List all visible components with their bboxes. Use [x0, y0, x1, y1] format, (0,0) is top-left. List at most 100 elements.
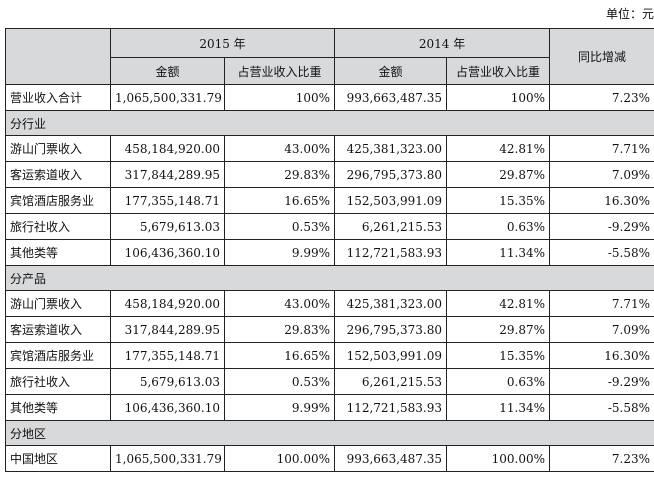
amount-2015-cell: 458,184,920.00 [110, 135, 225, 162]
total-row: 营业收入合计 1,065,500,331.79 100% 993,663,487… [5, 84, 654, 111]
share-2014-cell: 100.00% [446, 445, 551, 472]
table-row: 旅行社收入 5,679,613.03 0.53% 6,261,215.53 0.63% -… [5, 368, 654, 395]
row-label: 旅行社收入 [5, 213, 111, 240]
amount-2014-cell: 112,721,583.93 [334, 394, 448, 421]
total-amount-2014: 993,663,487.35 [334, 84, 448, 111]
table-row: 游山门票收入 458,184,920.00 43.00% 425,381,323.00… [5, 290, 654, 317]
share-2015-cell: 9.99% [223, 239, 336, 266]
header-share-2014: 占营业收入比重 [446, 57, 551, 85]
row-label: 中国地区 [5, 445, 111, 472]
section-title: 分产品 [4, 265, 654, 291]
amount-2015-cell: 317,844,289.95 [110, 316, 225, 343]
share-2015-cell: 16.65% [223, 342, 336, 369]
amount-2015-cell: 5,679,613.03 [110, 368, 225, 395]
share-2014-cell: 42.81% [446, 135, 551, 162]
row-label: 游山门票收入 [5, 290, 111, 317]
total-amount-2015: 1,065,500,331.79 [110, 84, 225, 111]
amount-2015-cell: 5,679,613.03 [110, 213, 225, 240]
row-label: 宾馆酒店服务业 [5, 187, 111, 214]
header-year-2015: 2015 年 [109, 28, 336, 58]
total-share-2015: 100% [223, 84, 336, 111]
table-row: 其他类等 106,436,360.10 9.99% 112,721,583.93 11.… [5, 394, 654, 421]
share-2015-cell: 43.00% [223, 135, 336, 162]
yoy-cell: 7.71% [549, 135, 654, 162]
yoy-cell: -5.58% [549, 239, 654, 266]
amount-2015-cell: 106,436,360.10 [110, 394, 225, 421]
section-row: 分行业 [4, 110, 654, 136]
amount-2014-cell: 6,261,215.53 [334, 213, 448, 240]
yoy-cell: 16.30% [549, 187, 654, 214]
header-year-row: 2015 年 2014 年 同比增减 [5, 28, 654, 85]
share-2014-cell: 15.35% [446, 187, 551, 214]
row-label: 客运索道收入 [5, 316, 111, 343]
share-2015-cell: 0.53% [223, 213, 336, 240]
amount-2014-cell: 425,381,323.00 [334, 290, 448, 317]
yoy-cell: -9.29% [549, 213, 654, 240]
row-label: 旅行社收入 [5, 368, 111, 395]
share-2015-cell: 16.65% [223, 187, 336, 214]
header-share-2015: 占营业收入比重 [223, 57, 336, 85]
row-label: 其他类等 [5, 239, 111, 266]
table-row: 旅行社收入 5,679,613.03 0.53% 6,261,215.53 0.63% -… [5, 213, 654, 240]
share-2015-cell: 9.99% [223, 394, 336, 421]
share-2014-cell: 11.34% [446, 239, 551, 266]
header-sub-row: 金额 占营业收入比重 金额 占营业收入比重 [6, 57, 654, 85]
row-label: 其他类等 [5, 394, 111, 421]
amount-2014-cell: 296,795,373.80 [334, 161, 448, 188]
header-year-2014: 2014 年 [334, 28, 551, 58]
header-amount-2015: 金额 [110, 57, 225, 85]
header-yoy: 同比增减 [549, 28, 654, 85]
header-blank-cell [5, 28, 111, 85]
share-2015-cell: 29.83% [223, 161, 336, 188]
yoy-cell: 7.09% [549, 316, 654, 343]
table-row: 宾馆酒店服务业 177,355,148.71 16.65% 152,503,991.0… [5, 342, 654, 369]
amount-2014-cell: 152,503,991.09 [334, 342, 448, 369]
table-row: 宾馆酒店服务业 177,355,148.71 16.65% 152,503,991.0… [5, 187, 654, 214]
share-2014-cell: 15.35% [446, 342, 551, 369]
share-2014-cell: 0.63% [446, 213, 551, 240]
unit-label: 单位：元 [605, 7, 654, 21]
section-row: 分地区 [4, 420, 654, 446]
share-2015-cell: 29.83% [223, 316, 336, 343]
share-2014-cell: 42.81% [446, 290, 551, 317]
amount-2014-cell: 296,795,373.80 [334, 316, 448, 343]
yoy-cell: 7.23% [549, 445, 654, 472]
amount-2015-cell: 458,184,920.00 [110, 290, 225, 317]
amount-2015-cell: 317,844,289.95 [110, 161, 225, 188]
share-2014-cell: 29.87% [446, 161, 551, 188]
yoy-cell: -9.29% [549, 368, 654, 395]
share-2014-cell: 29.87% [446, 316, 551, 343]
amount-2014-cell: 6,261,215.53 [334, 368, 448, 395]
section-row: 分产品 [4, 265, 654, 291]
total-share-2014: 100% [446, 84, 551, 111]
amount-2014-cell: 112,721,583.93 [334, 239, 448, 266]
table-row: 游山门票收入 458,184,920.00 43.00% 425,381,323.00… [5, 135, 654, 162]
amount-2015-cell: 177,355,148.71 [110, 187, 225, 214]
yoy-cell: 7.09% [549, 161, 654, 188]
share-2015-cell: 100.00% [223, 445, 336, 472]
row-label: 客运索道收入 [5, 161, 111, 188]
table-row: 客运索道收入 317,844,289.95 29.83% 296,795,373.80… [5, 161, 654, 188]
section-title: 分行业 [4, 110, 654, 136]
yoy-cell: 7.71% [549, 290, 654, 317]
revenue-table: 2015 年 2014 年 同比增减 金额 占营业收入比重 金额 占营业收入比重… [4, 28, 654, 472]
share-2015-cell: 43.00% [223, 290, 336, 317]
share-2014-cell: 0.63% [446, 368, 551, 395]
share-2015-cell: 0.53% [223, 368, 336, 395]
header-amount-2014: 金额 [334, 57, 448, 85]
amount-2015-cell: 1,065,500,331.79 [110, 445, 225, 472]
amount-2015-cell: 177,355,148.71 [110, 342, 225, 369]
total-label: 营业收入合计 [5, 84, 111, 111]
row-label: 游山门票收入 [5, 135, 111, 162]
row-label: 宾馆酒店服务业 [5, 342, 111, 369]
yoy-cell: -5.58% [549, 394, 654, 421]
amount-2014-cell: 152,503,991.09 [334, 187, 448, 214]
total-yoy: 7.23% [549, 84, 654, 111]
table-row: 其他类等 106,436,360.10 9.99% 112,721,583.93 11.… [5, 239, 654, 266]
share-2014-cell: 11.34% [446, 394, 551, 421]
amount-2014-cell: 993,663,487.35 [334, 445, 448, 472]
yoy-cell: 16.30% [549, 342, 654, 369]
table-row: 中国地区 1,065,500,331.79 100.00% 993,663,487.3… [5, 445, 654, 472]
table-row: 客运索道收入 317,844,289.95 29.83% 296,795,373.80… [5, 316, 654, 343]
section-title: 分地区 [4, 420, 654, 446]
